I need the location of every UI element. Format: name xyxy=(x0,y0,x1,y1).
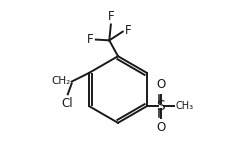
Text: Cl: Cl xyxy=(61,97,73,110)
Text: O: O xyxy=(156,78,165,91)
Text: S: S xyxy=(156,99,165,113)
Text: F: F xyxy=(125,24,131,37)
Text: O: O xyxy=(156,121,165,134)
Text: CH₂: CH₂ xyxy=(52,76,71,86)
Text: CH₃: CH₃ xyxy=(175,101,193,111)
Text: F: F xyxy=(108,10,114,23)
Text: F: F xyxy=(87,33,94,46)
